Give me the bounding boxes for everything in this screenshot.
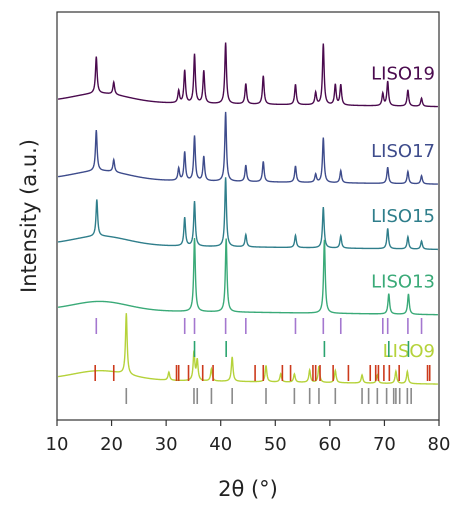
- series-line-liso13: [58, 238, 438, 316]
- x-tick-label-3: 40: [209, 434, 232, 455]
- x-tick-label-6: 70: [373, 434, 396, 455]
- x-tick-label-5: 60: [318, 434, 341, 455]
- x-tick-label-1: 20: [100, 434, 123, 455]
- y-axis-label: Intensity (a.u.): [17, 139, 41, 293]
- series-label-liso15: LISO15: [371, 206, 435, 227]
- x-tick-label-0: 10: [46, 434, 69, 455]
- series-line-liso9: [57, 313, 438, 385]
- series-label-liso13: LISO13: [371, 271, 435, 292]
- series-line-liso19: [57, 42, 438, 108]
- x-tick-label-4: 50: [264, 434, 287, 455]
- x-tick-label-2: 30: [155, 434, 178, 455]
- x-tick-label-7: 80: [428, 434, 451, 455]
- series-label-liso17: LISO17: [371, 141, 435, 162]
- reference-ticks: [94, 318, 431, 404]
- x-axis-label: 2θ (°): [218, 477, 278, 501]
- series-line-liso15: [57, 177, 438, 251]
- series-line-liso17: [57, 111, 438, 185]
- x-axis: 10 20 30 40 50 60 70 80: [46, 420, 451, 455]
- series-label-liso19: LISO19: [371, 63, 435, 84]
- plot-frame: [56, 11, 440, 421]
